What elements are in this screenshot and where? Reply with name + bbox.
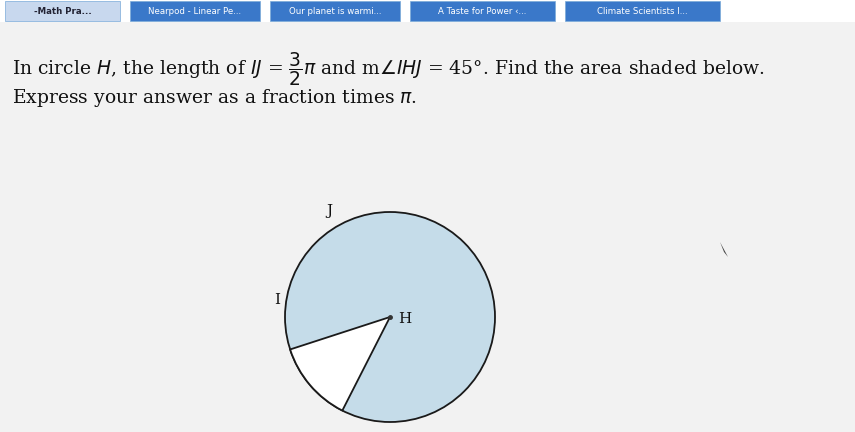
Polygon shape (720, 242, 728, 257)
Text: A Taste for Power ‹...: A Taste for Power ‹... (439, 6, 527, 16)
Text: Our planet is warmi...: Our planet is warmi... (289, 6, 381, 16)
Text: »: » (836, 4, 844, 18)
Text: H: H (398, 312, 411, 326)
Text: Climate Scientists I...: Climate Scientists I... (597, 6, 687, 16)
Bar (565, 1, 720, 21)
Text: In circle $\mathit{H}$, the length of $\mathit{IJ}$ = $\dfrac{3}{2}\pi$ and m$\a: In circle $\mathit{H}$, the length of $\… (12, 50, 764, 88)
Bar (5, 1, 120, 21)
Text: Nearpod - Linear Pe...: Nearpod - Linear Pe... (149, 6, 242, 16)
Wedge shape (290, 317, 390, 410)
Bar (410, 1, 555, 21)
Circle shape (285, 212, 495, 422)
Text: J: J (327, 204, 333, 219)
Bar (130, 1, 260, 21)
Text: Express your answer as a fraction times $\pi$.: Express your answer as a fraction times … (12, 87, 417, 109)
Bar (270, 1, 400, 21)
Text: -Math Pra...: -Math Pra... (33, 6, 91, 16)
Text: I: I (274, 292, 280, 307)
